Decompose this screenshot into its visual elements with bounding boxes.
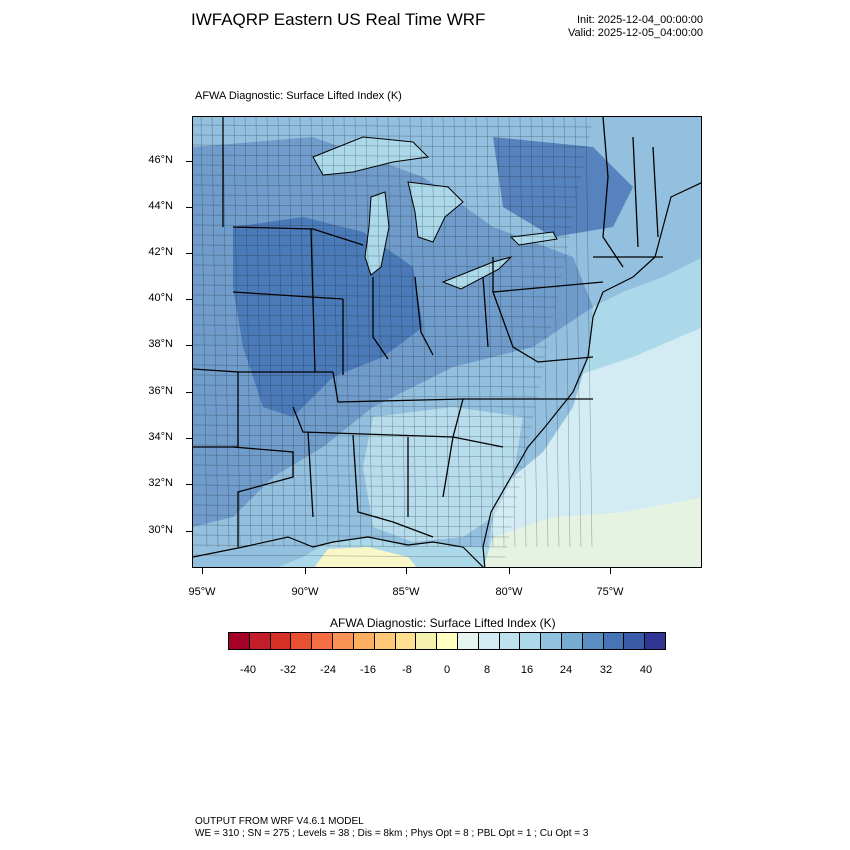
lake-ontario bbox=[509, 231, 558, 246]
lat-label-46: 46°N bbox=[148, 154, 173, 166]
colorbar bbox=[228, 632, 666, 650]
colorbar-label: -24 bbox=[320, 664, 336, 676]
map-panel bbox=[192, 116, 702, 568]
lat-tick bbox=[186, 531, 192, 532]
lon-tick bbox=[610, 568, 611, 574]
panel-title: AFWA Diagnostic: Surface Lifted Index (K… bbox=[195, 90, 402, 102]
lon-tick bbox=[509, 568, 510, 574]
southeast-light-land bbox=[363, 407, 523, 542]
colorbar-swatch bbox=[582, 633, 604, 649]
colorbar-swatch bbox=[478, 633, 500, 649]
colorbar-title: AFWA Diagnostic: Surface Lifted Index (K… bbox=[330, 616, 556, 630]
colorbar-swatch bbox=[291, 633, 313, 649]
lon-tick bbox=[305, 568, 306, 574]
lon-label-90: 90°W bbox=[291, 586, 319, 598]
colorbar-label: -16 bbox=[360, 664, 376, 676]
colorbar-swatch bbox=[270, 633, 292, 649]
lat-tick bbox=[186, 345, 192, 346]
colorbar-label: -40 bbox=[240, 664, 256, 676]
lat-label-32: 32°N bbox=[148, 477, 173, 489]
lon-tick bbox=[406, 568, 407, 574]
colorbar-swatch bbox=[229, 633, 250, 649]
colorbar-label: 16 bbox=[520, 664, 534, 676]
colorbar-swatch bbox=[499, 633, 521, 649]
colorbar-swatch bbox=[457, 633, 479, 649]
colorbar-swatch bbox=[541, 633, 562, 649]
gulf-yellow-area bbox=[314, 547, 417, 567]
colorbar-label: 0 bbox=[443, 664, 451, 676]
lat-tick bbox=[186, 392, 192, 393]
init-time: Init: 2025-12-04_00:00:00 bbox=[577, 14, 703, 26]
lon-label-75: 75°W bbox=[596, 586, 624, 598]
lat-label-30: 30°N bbox=[148, 524, 173, 536]
lat-tick bbox=[186, 484, 192, 485]
lat-tick bbox=[186, 253, 192, 254]
lake-michigan bbox=[364, 191, 390, 276]
lat-label-34: 34°N bbox=[148, 431, 173, 443]
colorbar-swatch bbox=[374, 633, 396, 649]
lat-tick bbox=[186, 299, 192, 300]
colorbar-label: -32 bbox=[280, 664, 296, 676]
colorbar-swatch bbox=[603, 633, 625, 649]
colorbar-swatch bbox=[333, 633, 354, 649]
colorbar-label: 8 bbox=[483, 664, 491, 676]
lat-tick bbox=[186, 207, 192, 208]
footer-config-line: WE = 310 ; SN = 275 ; Levels = 38 ; Dis … bbox=[195, 828, 589, 839]
colorbar-swatch bbox=[312, 633, 334, 649]
lon-label-80: 80°W bbox=[495, 586, 523, 598]
valid-time: Valid: 2025-12-05_04:00:00 bbox=[568, 27, 703, 39]
colorbar-swatch bbox=[645, 633, 666, 649]
lat-tick bbox=[186, 438, 192, 439]
lon-tick bbox=[202, 568, 203, 574]
colorbar-swatch bbox=[395, 633, 417, 649]
lat-label-44: 44°N bbox=[148, 200, 173, 212]
lon-label-95: 95°W bbox=[188, 586, 216, 598]
footer-model-line: OUTPUT FROM WRF V4.6.1 MODEL bbox=[195, 816, 364, 827]
lat-label-42: 42°N bbox=[148, 246, 173, 258]
colorbar-swatch bbox=[353, 633, 375, 649]
main-title: IWFAQRP Eastern US Real Time WRF bbox=[191, 10, 486, 29]
colorbar-label: 24 bbox=[559, 664, 573, 676]
atlantic-pale-area bbox=[483, 327, 701, 537]
lon-label-85: 85°W bbox=[392, 586, 420, 598]
lake-erie bbox=[441, 256, 513, 290]
lat-label-36: 36°N bbox=[148, 385, 173, 397]
colorbar-label: 40 bbox=[639, 664, 653, 676]
state-boundaries bbox=[193, 117, 663, 547]
lat-tick bbox=[186, 161, 192, 162]
offshore-green-area bbox=[483, 497, 701, 567]
colorbar-label: 32 bbox=[599, 664, 613, 676]
gulf-coastline bbox=[193, 536, 484, 567]
colorbar-swatch bbox=[520, 633, 542, 649]
colorbar-label: -8 bbox=[402, 664, 412, 676]
colorbar-swatch bbox=[416, 633, 438, 649]
map-plot bbox=[193, 117, 701, 567]
lat-label-40: 40°N bbox=[148, 292, 173, 304]
lat-label-38: 38°N bbox=[148, 338, 173, 350]
county-boundaries bbox=[193, 117, 593, 558]
colorbar-swatch bbox=[437, 633, 458, 649]
colorbar-swatch bbox=[624, 633, 646, 649]
colorbar-swatch bbox=[562, 633, 583, 649]
colorbar-swatch bbox=[249, 633, 271, 649]
